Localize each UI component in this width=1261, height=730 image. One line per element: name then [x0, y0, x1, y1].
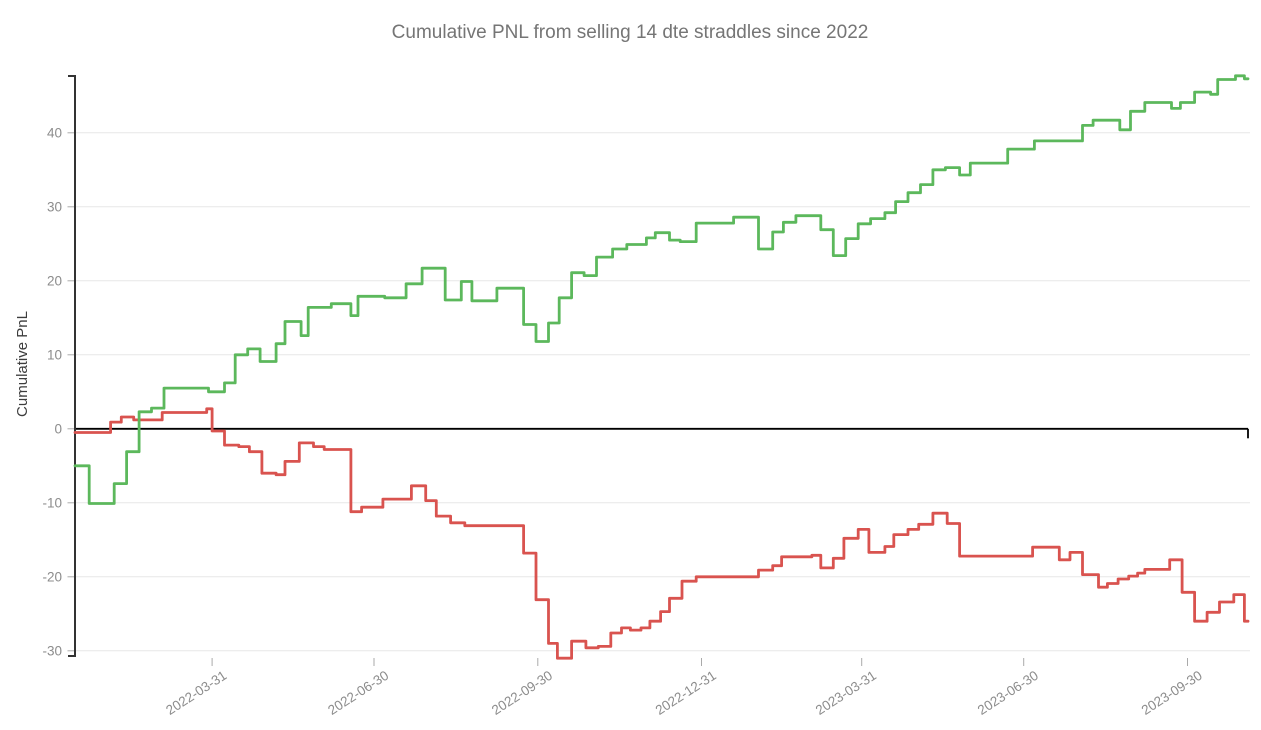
x-tick-label: 2023-03-31 — [813, 668, 879, 718]
x-tick-label: 2023-06-30 — [975, 668, 1041, 718]
red-cumulative-pnl-line — [73, 407, 1250, 660]
x-tick-label: 2023-09-30 — [1139, 668, 1205, 718]
y-tick-label: -20 — [42, 570, 62, 585]
x-tick-label: 2022-12-31 — [653, 668, 719, 718]
y-tick-label: -30 — [42, 644, 62, 659]
gridlines — [75, 132, 1250, 652]
series-lines — [73, 74, 1250, 660]
y-tick-label: -10 — [42, 496, 62, 511]
x-tick-label: 2022-06-30 — [325, 668, 391, 718]
chart-title: Cumulative PNL from selling 14 dte strad… — [392, 22, 869, 43]
y-tick-label: 0 — [54, 422, 62, 437]
x-tick-label: 2022-03-31 — [163, 668, 229, 718]
y-tick-label: 10 — [47, 348, 62, 363]
y-tick-label: 20 — [47, 274, 62, 289]
y-axis-label: Cumulative PnL — [14, 311, 31, 417]
y-tick-label: 30 — [47, 200, 62, 215]
axes: 40 30 20 10 0 -10 -20 -30 2022-03-31 2022-06-30 20… — [42, 75, 1249, 718]
y-tick-label: 40 — [47, 126, 62, 141]
x-tick-label: 2022-09-30 — [489, 668, 555, 718]
green-cumulative-pnl-line — [73, 74, 1250, 505]
